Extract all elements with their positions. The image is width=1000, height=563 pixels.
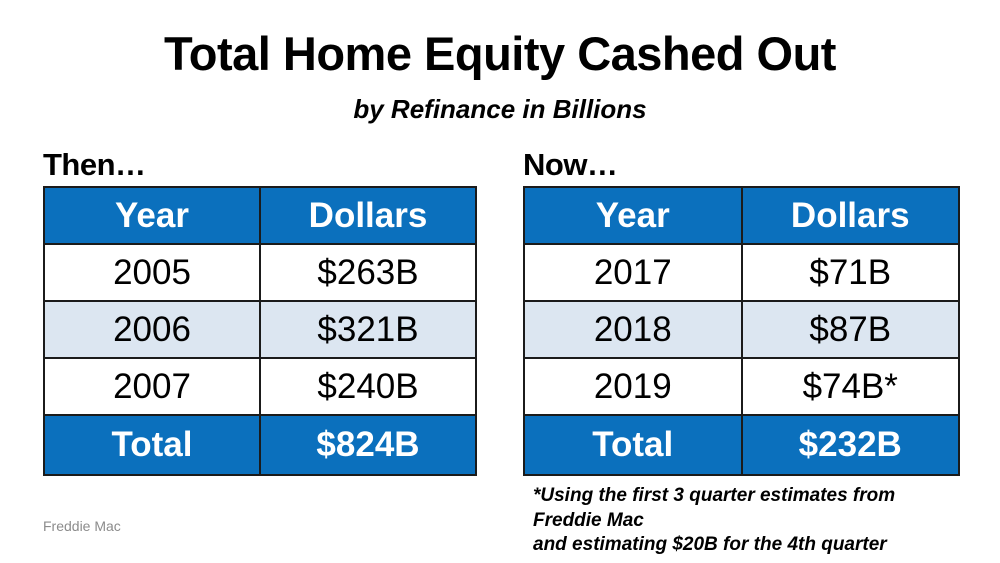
year-cell: 2007 [43, 357, 261, 416]
year-cell: 2017 [523, 243, 743, 302]
total-value-cell: $824B [259, 414, 477, 476]
then-dollars-column-header: Dollars [259, 186, 477, 245]
total-row: Total $824B [43, 414, 477, 476]
year-cell: 2006 [43, 300, 261, 359]
page-title: Total Home Equity Cashed Out [164, 27, 836, 80]
table-row: 2005 $263B [43, 243, 477, 302]
dollars-cell: $321B [259, 300, 477, 359]
table-row: 2017 $71B [523, 243, 960, 302]
then-panel: Then… Year Dollars 2005 $263B 2006 $321B [43, 146, 477, 476]
page-subtitle: by Refinance in Billions [353, 94, 647, 124]
year-cell: 2005 [43, 243, 261, 302]
estimate-footnote: *Using the first 3 quarter estimates fro… [523, 484, 960, 558]
then-year-column-header: Year [43, 186, 261, 245]
then-label: Then… [43, 147, 146, 182]
now-year-column-header: Year [523, 186, 743, 245]
then-table: Year Dollars 2005 $263B 2006 $321B 2007 … [43, 186, 477, 476]
dollars-cell: $71B [740, 243, 960, 302]
table-row: 2007 $240B [43, 357, 477, 416]
table-row: 2019 $74B* [523, 357, 960, 416]
now-panel: Now… Year Dollars 2017 $71B 2018 $87B 20… [523, 146, 960, 558]
now-table: Year Dollars 2017 $71B 2018 $87B 2019 $7… [523, 186, 960, 476]
now-label: Now… [523, 147, 618, 182]
dollars-cell: $87B [740, 300, 960, 359]
table-row: 2018 $87B [523, 300, 960, 359]
year-cell: 2019 [523, 357, 743, 416]
source-credit: Freddie Mac [43, 518, 121, 534]
table-row: 2006 $321B [43, 300, 477, 359]
footnote-line: and estimating $20B for the 4th quarter [533, 534, 887, 556]
footnote-line: *Using the first 3 quarter estimates fro… [533, 485, 896, 531]
year-cell: 2018 [523, 300, 743, 359]
total-label-cell: Total [523, 414, 743, 476]
dollars-cell: $263B [259, 243, 477, 302]
dollars-cell: $240B [259, 357, 477, 416]
then-table-header-row: Year Dollars [43, 186, 477, 245]
dollars-cell: $74B* [740, 357, 960, 416]
total-label-cell: Total [43, 414, 261, 476]
total-value-cell: $232B [740, 414, 960, 476]
total-row: Total $232B [523, 414, 960, 476]
now-table-header-row: Year Dollars [523, 186, 960, 245]
now-dollars-column-header: Dollars [740, 186, 960, 245]
